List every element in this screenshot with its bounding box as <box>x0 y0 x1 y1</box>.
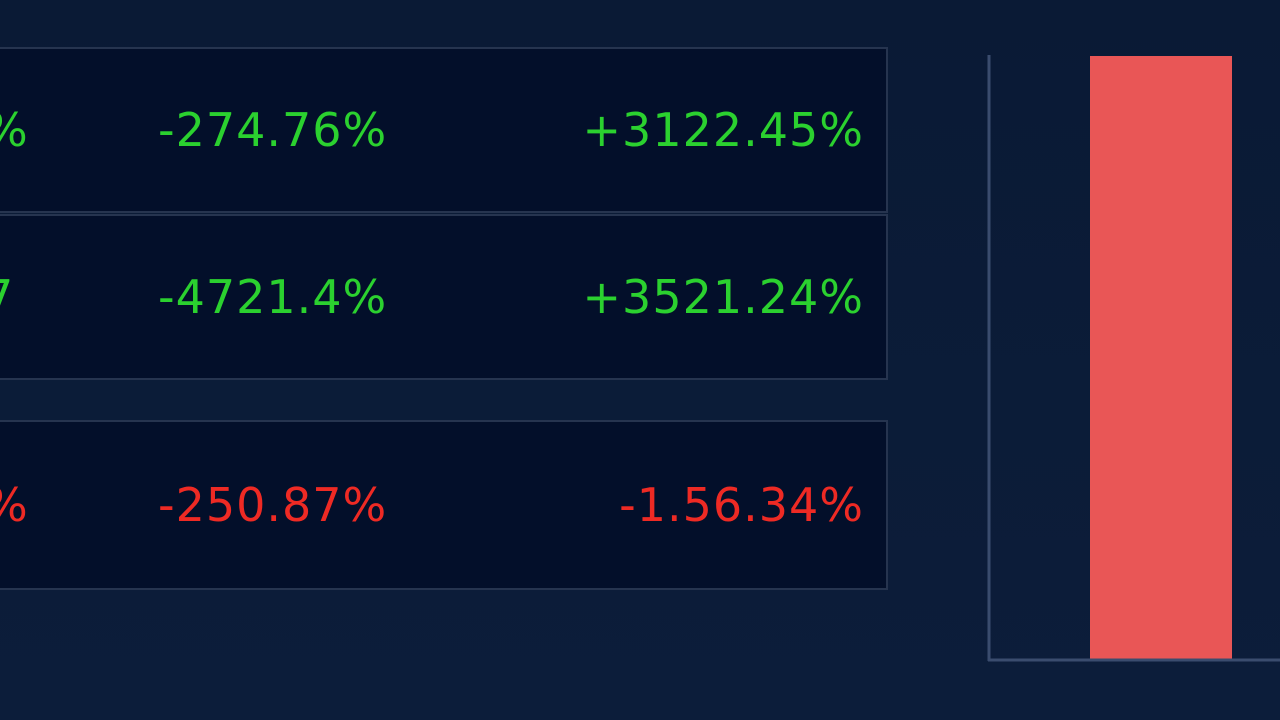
percent-change: +3122.45% <box>582 103 864 157</box>
table-row: % -274.76% +3122.45% <box>0 47 888 213</box>
percent-change: +3521.24% <box>582 270 864 324</box>
percent-change: -274.76% <box>158 103 388 157</box>
percent-change: -4721.4% <box>158 270 388 324</box>
table-row: % -250.87% -1.56.34% <box>0 420 888 590</box>
percent-change: % <box>0 103 29 157</box>
percent-change: -1.56.34% <box>619 478 864 532</box>
percent-change: -250.87% <box>158 478 388 532</box>
table-row: 7 -4721.4% +3521.24% <box>0 214 888 380</box>
percent-change: 7 <box>0 270 14 324</box>
bar <box>1090 56 1232 660</box>
percent-change: % <box>0 478 29 532</box>
